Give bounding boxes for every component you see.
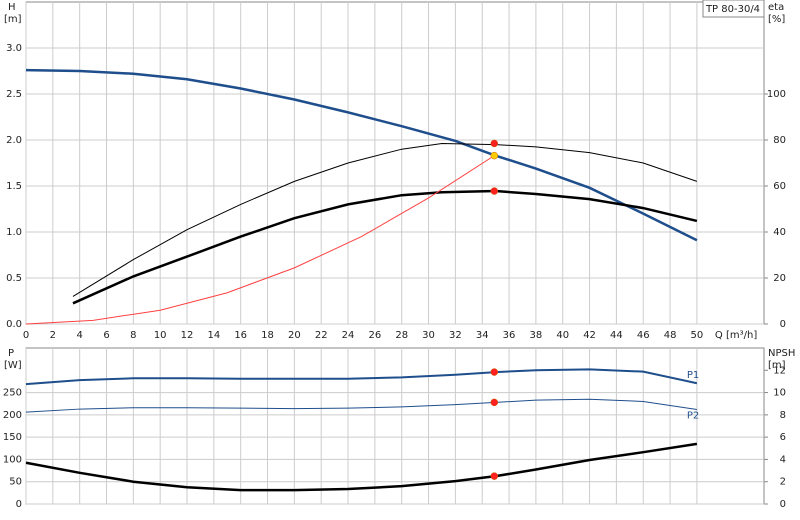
y-tick-label: 50: [9, 477, 22, 488]
y-tick-label: 0: [16, 499, 22, 510]
curve: [72, 189, 698, 305]
x-tick-label: 34: [476, 330, 489, 341]
x-tick-label: 18: [261, 330, 274, 341]
x-tick-label: 50: [691, 330, 704, 341]
curve: [25, 68, 698, 242]
y-axis-unit: [W]: [4, 360, 22, 371]
x-tick-label: 30: [422, 330, 435, 341]
y-tick-label: 200: [3, 410, 22, 421]
x-tick-label: 0: [23, 330, 29, 341]
operating-point: [490, 139, 499, 148]
y2-tick-label: 12: [773, 365, 786, 376]
x-tick-label: 38: [530, 330, 543, 341]
y2-tick-label: 10: [773, 388, 786, 399]
x-tick-label: 10: [154, 330, 167, 341]
y-axis-label: H: [8, 2, 16, 13]
y-tick-label: 100: [3, 454, 22, 465]
y-axis-label: P: [8, 348, 14, 359]
x-tick-label: 24: [342, 330, 355, 341]
x-tick-label: 20: [288, 330, 301, 341]
title-box: [702, 0, 765, 18]
y-tick-label: 2.0: [6, 135, 22, 146]
x-tick-label: 48: [664, 330, 677, 341]
curve: [25, 398, 697, 413]
x-tick-label: 22: [315, 330, 328, 341]
y2-tick-label: 6: [780, 432, 786, 443]
operating-point: [490, 472, 499, 480]
y2-tick-label: 40: [773, 227, 786, 238]
x-tick-label: 14: [207, 330, 220, 341]
operating-point: [490, 151, 499, 160]
y2-tick-label: 60: [773, 181, 786, 192]
y2-axis-label: NPSH: [768, 348, 795, 359]
x-tick-label: 42: [583, 330, 596, 341]
x-axis-label: Q [m³/h]: [715, 330, 757, 341]
y-tick-label: 150: [3, 432, 22, 443]
curve: [72, 142, 698, 297]
y-tick-label: 3.0: [6, 43, 22, 54]
x-tick-label: 6: [103, 330, 109, 341]
y2-tick-label: 2: [780, 477, 786, 488]
x-tick-label: 36: [503, 330, 516, 341]
x-tick-label: 40: [556, 330, 569, 341]
y2-axis-label: eta: [768, 2, 784, 13]
y-tick-label: 0.0: [6, 319, 22, 330]
y2-tick-label: 20: [773, 273, 786, 284]
operating-point: [490, 187, 499, 195]
x-tick-label: 32: [449, 330, 462, 341]
y-tick-label: 1.0: [6, 227, 22, 238]
curve: [25, 155, 495, 325]
chart-title: TP 80-30/4: [705, 4, 760, 15]
y2-tick-label: 8: [780, 410, 786, 421]
x-tick-label: 4: [76, 330, 82, 341]
y-axis-unit: [m]: [4, 14, 22, 25]
series-label: P2: [687, 411, 699, 422]
x-tick-label: 2: [50, 330, 56, 341]
y2-axis-unit: [%]: [768, 14, 785, 25]
y2-tick-label: 80: [773, 135, 786, 146]
x-tick-label: 46: [637, 330, 650, 341]
x-tick-label: 12: [181, 330, 194, 341]
operating-point: [490, 368, 499, 376]
curve: [25, 442, 698, 492]
y2-tick-label: 0: [780, 499, 786, 510]
y2-axis-unit: [m]: [768, 360, 786, 371]
operating-point: [490, 398, 499, 407]
y2-tick-label: 4: [780, 454, 786, 465]
y2-tick-label: 100: [767, 89, 786, 100]
x-tick-label: 44: [610, 330, 623, 341]
curve: [25, 368, 698, 386]
x-tick-label: 8: [130, 330, 136, 341]
y2-tick-label: 0: [780, 319, 786, 330]
x-tick-label: 28: [395, 330, 408, 341]
x-tick-label: 16: [234, 330, 247, 341]
plot-area: [25, 347, 765, 505]
y-tick-label: 2.5: [6, 89, 22, 100]
y-tick-label: 1.5: [6, 181, 22, 192]
y-tick-label: 0.5: [6, 273, 22, 284]
series-label: P1: [687, 370, 699, 381]
y-tick-label: 250: [3, 388, 22, 399]
x-tick-label: 26: [369, 330, 382, 341]
